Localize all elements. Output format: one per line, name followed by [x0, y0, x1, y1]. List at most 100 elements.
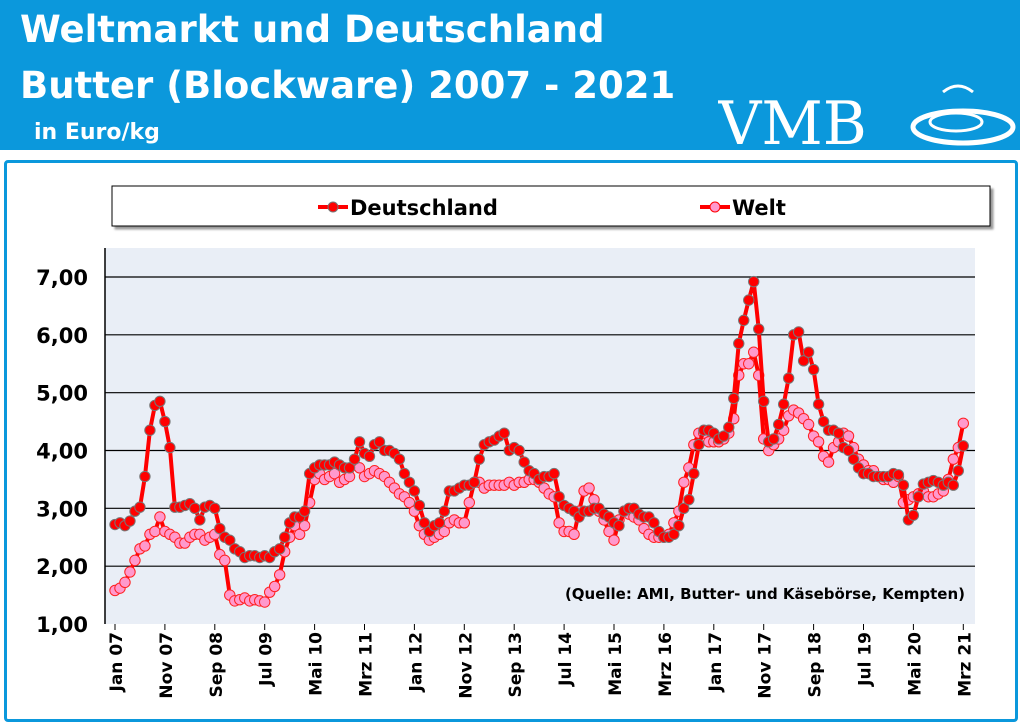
data-point-deutschland	[159, 415, 171, 428]
legend-label-deutschland: Deutschland	[350, 196, 498, 220]
data-point-welt	[219, 554, 231, 567]
data-point-deutschland	[812, 398, 825, 410]
data-point-deutschland	[847, 453, 860, 465]
data-point-welt	[298, 519, 311, 532]
x-tick-label: Mai 10	[307, 632, 327, 696]
data-point-deutschland	[433, 517, 446, 529]
x-tick-label: Sep 08	[207, 632, 227, 698]
series-deutschland	[109, 275, 969, 564]
x-tick-label: Jul 09	[257, 632, 277, 687]
data-point-deutschland	[353, 436, 366, 448]
data-point-welt	[293, 528, 306, 541]
data-point-deutschland	[817, 415, 830, 428]
title-line-1: Weltmarkt und Deutschland	[20, 8, 605, 51]
data-point-deutschland	[209, 502, 221, 515]
data-point-deutschland	[134, 501, 146, 513]
y-tick-label: 2,00	[36, 555, 88, 579]
x-tick-label: Jan 07	[107, 632, 127, 692]
data-point-welt	[438, 525, 451, 538]
x-tick-label: Jan 17	[706, 632, 726, 692]
data-point-deutschland	[683, 493, 695, 506]
data-point-welt	[154, 511, 166, 523]
data-point-deutschland	[194, 514, 206, 526]
data-point-deutschland	[897, 479, 910, 491]
data-point-deutschland	[738, 314, 750, 327]
data-point-deutschland	[797, 355, 810, 367]
x-tick-label: Mai 15	[606, 632, 626, 696]
data-point-deutschland	[892, 469, 905, 481]
data-point-deutschland	[224, 534, 236, 546]
data-point-deutschland	[393, 453, 406, 465]
data-point-deutschland	[363, 450, 376, 462]
data-point-deutschland	[468, 476, 480, 489]
data-point-deutschland	[673, 519, 685, 532]
data-point-deutschland	[723, 421, 735, 434]
legend-item-welt: Welt	[700, 196, 786, 220]
data-point-deutschland	[728, 392, 740, 405]
data-point-deutschland	[518, 456, 530, 468]
data-point-deutschland	[648, 517, 660, 529]
x-tick-label: Jul 14	[556, 632, 576, 687]
data-point-welt	[603, 525, 615, 538]
data-point-deutschland	[753, 323, 765, 335]
data-point-deutschland	[952, 465, 965, 477]
y-tick-label: 3,00	[36, 497, 88, 521]
legend-item-deutschland: Deutschland	[318, 196, 498, 220]
data-point-welt	[463, 496, 475, 509]
legend-marker-welt	[709, 201, 721, 213]
data-point-welt	[259, 596, 271, 608]
data-point-welt	[139, 540, 151, 552]
data-point-deutschland	[413, 499, 426, 512]
data-point-deutschland	[403, 476, 416, 489]
data-point-welt	[957, 417, 969, 430]
data-point-deutschland	[807, 363, 820, 376]
x-tick-label: Mrz 11	[357, 632, 377, 697]
data-point-deutschland	[373, 436, 386, 448]
data-point-deutschland	[718, 430, 730, 442]
title-line-2: Butter (Blockware) 2007 - 2021	[20, 64, 676, 107]
data-point-deutschland	[777, 398, 790, 410]
data-point-welt	[743, 358, 755, 370]
logo-drop-icon	[942, 84, 974, 94]
data-point-welt	[268, 580, 281, 593]
data-point-deutschland	[767, 433, 780, 445]
data-point-welt	[842, 430, 855, 442]
data-point-deutschland	[343, 462, 356, 474]
logo-text: VMB	[718, 89, 867, 152]
header-banner: Weltmarkt und Deutschland Butter (Blockw…	[0, 0, 1020, 152]
data-point-deutschland	[139, 470, 151, 483]
logo-swirl-icon	[910, 108, 1016, 146]
x-tick-label: Nov 17	[756, 632, 776, 699]
data-point-welt	[583, 482, 595, 494]
y-tick-label: 1,00	[36, 613, 88, 637]
data-point-deutschland	[189, 502, 201, 515]
data-point-welt	[947, 453, 960, 465]
data-point-welt	[129, 554, 141, 567]
data-point-welt	[678, 476, 690, 489]
data-point-welt	[124, 566, 136, 578]
x-tick-label: Mrz 21	[955, 632, 975, 697]
y-tick-label: 4,00	[36, 440, 88, 464]
data-point-deutschland	[792, 326, 805, 338]
data-point-deutschland	[398, 467, 411, 480]
data-point-deutschland	[124, 515, 136, 527]
unit-label: in Euro/kg	[34, 120, 160, 145]
data-point-deutschland	[772, 418, 785, 431]
y-tick-label: 5,00	[36, 382, 88, 406]
data-point-welt	[119, 576, 131, 589]
y-tick-label: 6,00	[36, 324, 88, 348]
data-point-deutschland	[688, 467, 700, 480]
legend-box	[111, 185, 991, 227]
x-tick-label: Jul 19	[856, 632, 876, 687]
data-point-deutschland	[613, 519, 625, 532]
x-tick-label: Sep 13	[506, 632, 526, 698]
data-point-deutschland	[758, 395, 770, 408]
data-point-welt	[553, 517, 565, 529]
data-point-deutschland	[743, 294, 755, 306]
logo-swirl-inner-icon	[928, 111, 984, 133]
x-tick-label: Sep 18	[806, 632, 826, 698]
data-point-deutschland	[473, 453, 485, 465]
x-tick-label: Nov 07	[157, 632, 177, 699]
data-point-deutschland	[498, 427, 510, 439]
data-point-deutschland	[348, 453, 361, 465]
